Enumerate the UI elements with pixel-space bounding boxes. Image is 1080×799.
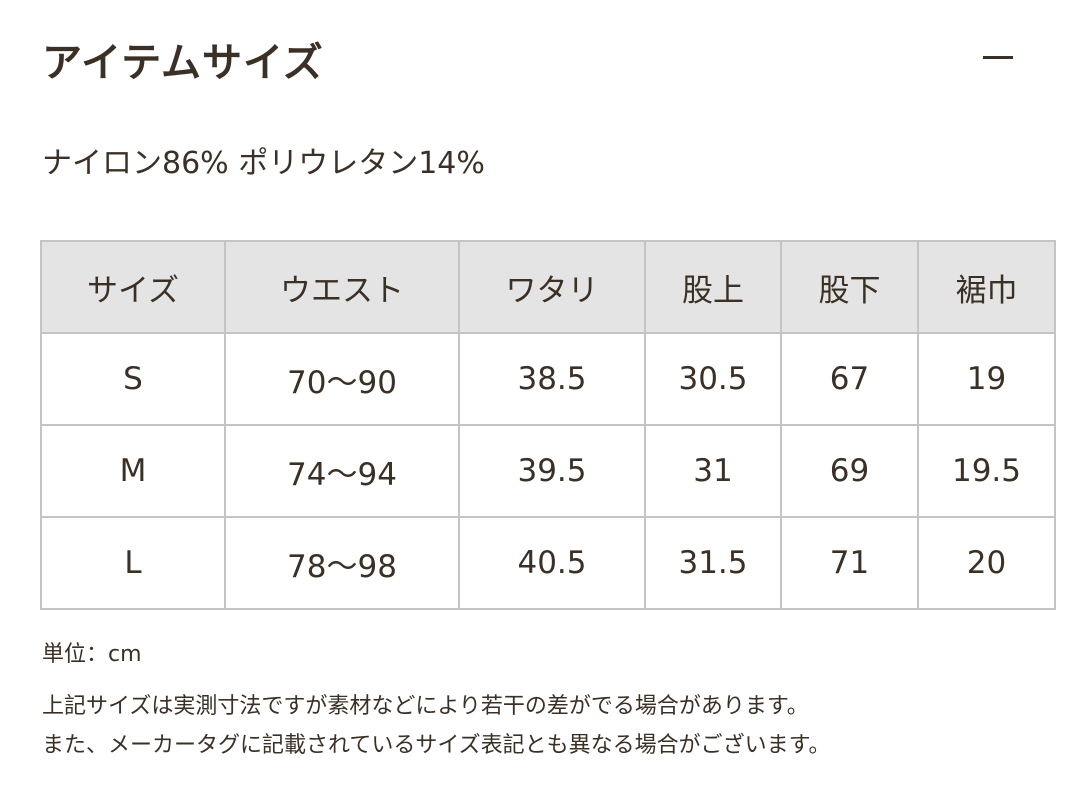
table-cell: 69 (780, 424, 919, 518)
note-line: 上記サイズは実測寸法ですが素材などにより若干の差がでる場合があります。 (42, 694, 809, 719)
column-header: ワタリ (458, 240, 646, 334)
table-cell: 40.5 (458, 516, 646, 610)
table-cell: 20 (917, 516, 1056, 610)
material-text: ナイロン86% ポリウレタン14% (42, 146, 485, 181)
table-cell: 70〜90 (224, 332, 460, 426)
table-cell: 31 (644, 424, 782, 518)
unit-note: 単位：cm (42, 642, 142, 667)
table-row: L 78〜98 40.5 31.5 71 20 (40, 516, 1056, 610)
table-cell: M (40, 424, 226, 518)
table-cell: S (40, 332, 226, 426)
header-row: サイズ ウエスト ワタリ 股上 股下 裾巾 (40, 240, 1056, 334)
column-header: 裾巾 (917, 240, 1056, 334)
table-cell: 38.5 (458, 332, 646, 426)
table-cell: 30.5 (644, 332, 782, 426)
column-header: 股下 (780, 240, 919, 334)
table-row: M 74〜94 39.5 31 69 19.5 (40, 424, 1056, 518)
table-row: S 70〜90 38.5 30.5 67 19 (40, 332, 1056, 426)
note-line: また、メーカータグに記載されているサイズ表記とも異なる場合がございます。 (42, 733, 831, 758)
table-cell: 71 (780, 516, 919, 610)
column-header: 股上 (644, 240, 782, 334)
table-cell: 31.5 (644, 516, 782, 610)
size-table: サイズ ウエスト ワタリ 股上 股下 裾巾 S 70〜90 38.5 30.5 67 19 M 74〜9… (40, 240, 1056, 610)
table-body: S 70〜90 38.5 30.5 67 19 M 74〜94 39.5 31 69 19.5 L 78〜… (40, 332, 1056, 610)
table-cell: 78〜98 (224, 516, 460, 610)
column-header: サイズ (40, 240, 226, 334)
column-header: ウエスト (224, 240, 460, 334)
table-cell: 19.5 (917, 424, 1056, 518)
table-cell: 39.5 (458, 424, 646, 518)
section-title: アイテムサイズ (42, 40, 324, 86)
table-cell: L (40, 516, 226, 610)
table-cell: 74〜94 (224, 424, 460, 518)
collapse-toggle[interactable] (983, 56, 1013, 59)
table-cell: 67 (780, 332, 919, 426)
table-cell: 19 (917, 332, 1056, 426)
